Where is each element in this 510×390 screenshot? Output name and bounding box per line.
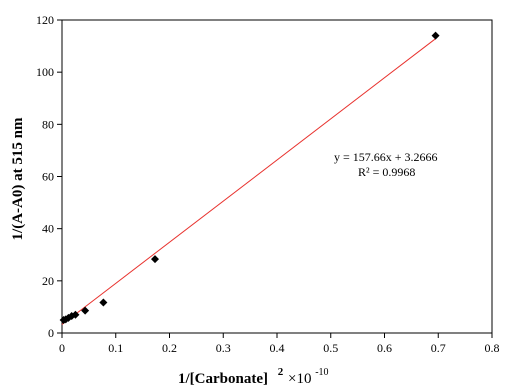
trendline-group (61, 38, 436, 325)
y-tick-label: 40 (42, 222, 54, 236)
x-tick-label: 0.8 (485, 341, 500, 355)
x-tick-label: 0.5 (323, 341, 338, 355)
x-tick-label: 0.2 (162, 341, 177, 355)
x-axis-title: 1/[Carbonate] 2 ×10 -10 (178, 363, 329, 387)
data-point (99, 298, 108, 307)
x-tick-label: 0.3 (216, 341, 231, 355)
x-tick-label: 0.4 (270, 341, 285, 355)
x-tick-label: 0.1 (108, 341, 123, 355)
x-axis-title-suffix: ×10 (288, 371, 311, 387)
x-tick-label: 0 (59, 341, 65, 355)
y-axis-ticks: 0 20 40 60 80 100 120 (36, 13, 62, 340)
x-axis-title-main: 1/[Carbonate] (178, 371, 268, 387)
y-tick-label: 20 (42, 274, 54, 288)
plot-frame (61, 19, 493, 334)
r-squared-label: R² = 0.9968 (358, 165, 415, 179)
data-point (71, 310, 80, 319)
y-tick-label: 100 (36, 65, 54, 79)
equation-label: y = 157.66x + 3.2666 (334, 150, 438, 164)
x-axis-title-exp: -10 (315, 367, 328, 378)
x-axis-ticks: 0 0.1 0.2 0.3 0.4 0.5 0.6 0.7 0.8 (59, 333, 500, 355)
data-points (59, 31, 440, 324)
x-tick-label: 0.7 (431, 341, 446, 355)
y-tick-label: 80 (42, 117, 54, 131)
trendline (61, 38, 436, 325)
data-point (150, 255, 159, 264)
y-axis-title: 1/(A-A0) at 515 nm (10, 117, 26, 240)
y-tick-label: 0 (48, 326, 54, 340)
y-tick-label: 60 (42, 170, 54, 184)
x-tick-label: 0.6 (377, 341, 392, 355)
data-point (81, 306, 90, 315)
x-axis-title-sup: 2 (278, 366, 284, 378)
plot-area (61, 19, 493, 334)
y-tick-label: 120 (36, 13, 54, 27)
data-point (431, 31, 440, 40)
